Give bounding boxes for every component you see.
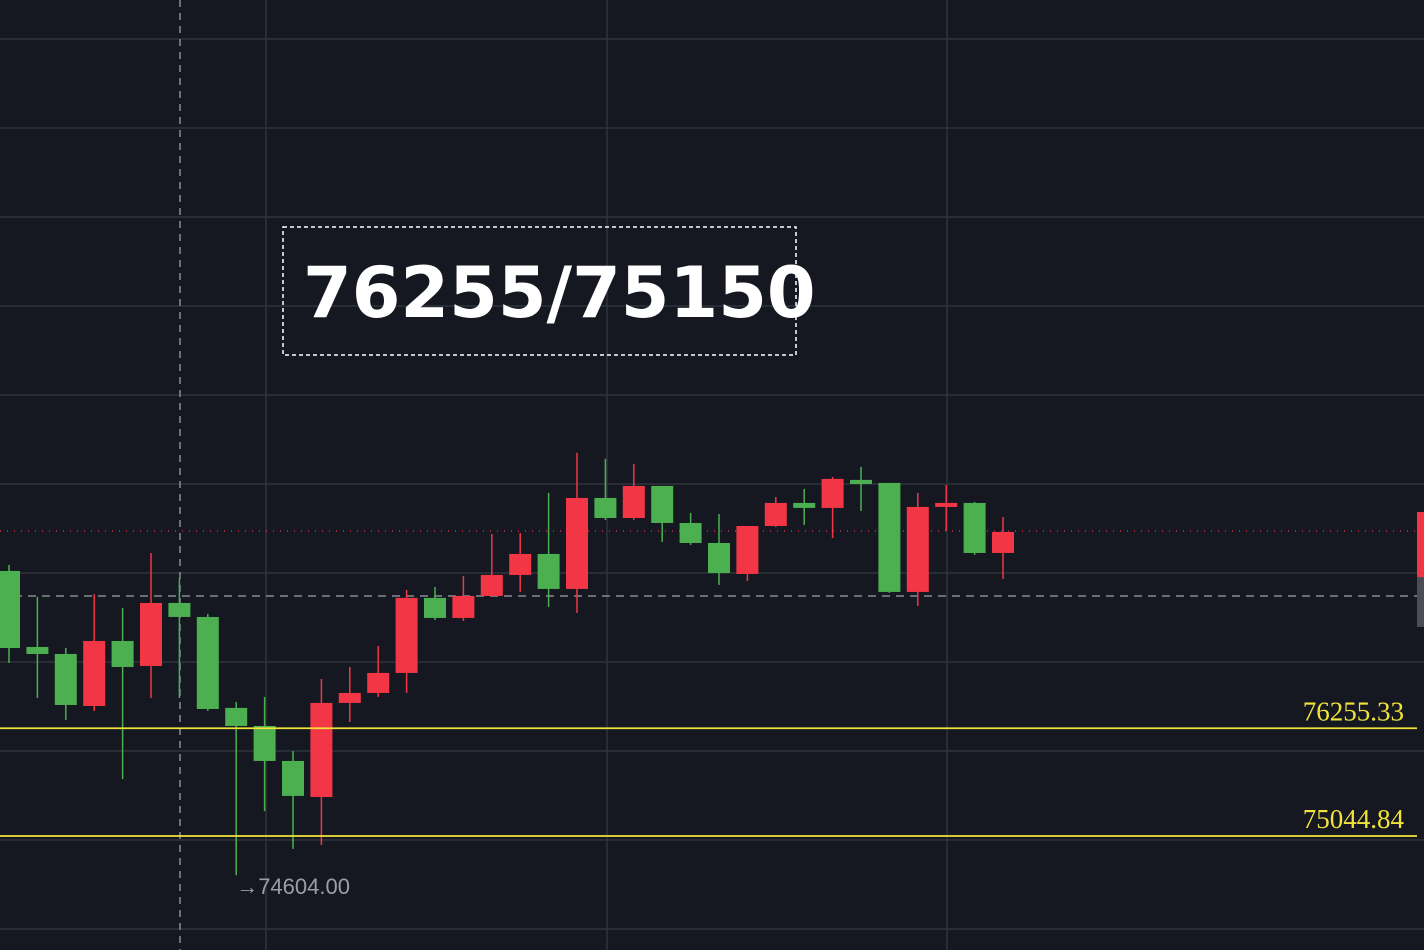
candle-body bbox=[850, 479, 872, 484]
candle-body bbox=[935, 502, 958, 507]
candle-body bbox=[54, 653, 77, 705]
title-box bbox=[282, 226, 797, 356]
candle-body bbox=[793, 502, 816, 508]
candle-body bbox=[367, 672, 390, 693]
candle-body bbox=[26, 646, 49, 654]
low-annotation: →74604.00 bbox=[236, 874, 350, 899]
candle-body bbox=[537, 553, 560, 589]
level-label: 76255.33 bbox=[1303, 696, 1404, 726]
candle-body bbox=[651, 485, 674, 523]
level-label: 75044.84 bbox=[1303, 804, 1405, 834]
candle-body bbox=[83, 640, 106, 706]
candle-body bbox=[594, 497, 617, 518]
candle-body bbox=[225, 707, 248, 726]
candle-body bbox=[338, 692, 361, 703]
candle-body bbox=[253, 725, 276, 761]
candle-body bbox=[452, 595, 475, 618]
candle-body bbox=[992, 531, 1014, 553]
crosshair-tag bbox=[1417, 577, 1424, 627]
candle-body bbox=[963, 502, 986, 553]
candle-body bbox=[282, 760, 304, 796]
candle-body bbox=[395, 597, 418, 673]
candle-body bbox=[140, 602, 162, 666]
candle-body bbox=[821, 478, 844, 508]
candle-body bbox=[764, 502, 787, 526]
candle-body bbox=[708, 542, 730, 573]
candle-body bbox=[878, 482, 901, 592]
chart-title: 76255/75150 bbox=[303, 252, 816, 334]
candle-body bbox=[906, 506, 929, 592]
candle-body bbox=[424, 597, 446, 618]
candle-body bbox=[566, 497, 588, 589]
price-tag bbox=[1417, 512, 1424, 577]
candle-body bbox=[111, 640, 134, 667]
candle-body bbox=[310, 702, 333, 798]
candle-body bbox=[736, 525, 759, 574]
candle-body bbox=[196, 616, 219, 709]
candle-body bbox=[168, 602, 191, 617]
candle-body bbox=[480, 574, 503, 596]
candle-body bbox=[622, 485, 645, 518]
candle-body bbox=[679, 522, 702, 543]
candle-body bbox=[0, 570, 20, 649]
candle-body bbox=[509, 553, 532, 575]
